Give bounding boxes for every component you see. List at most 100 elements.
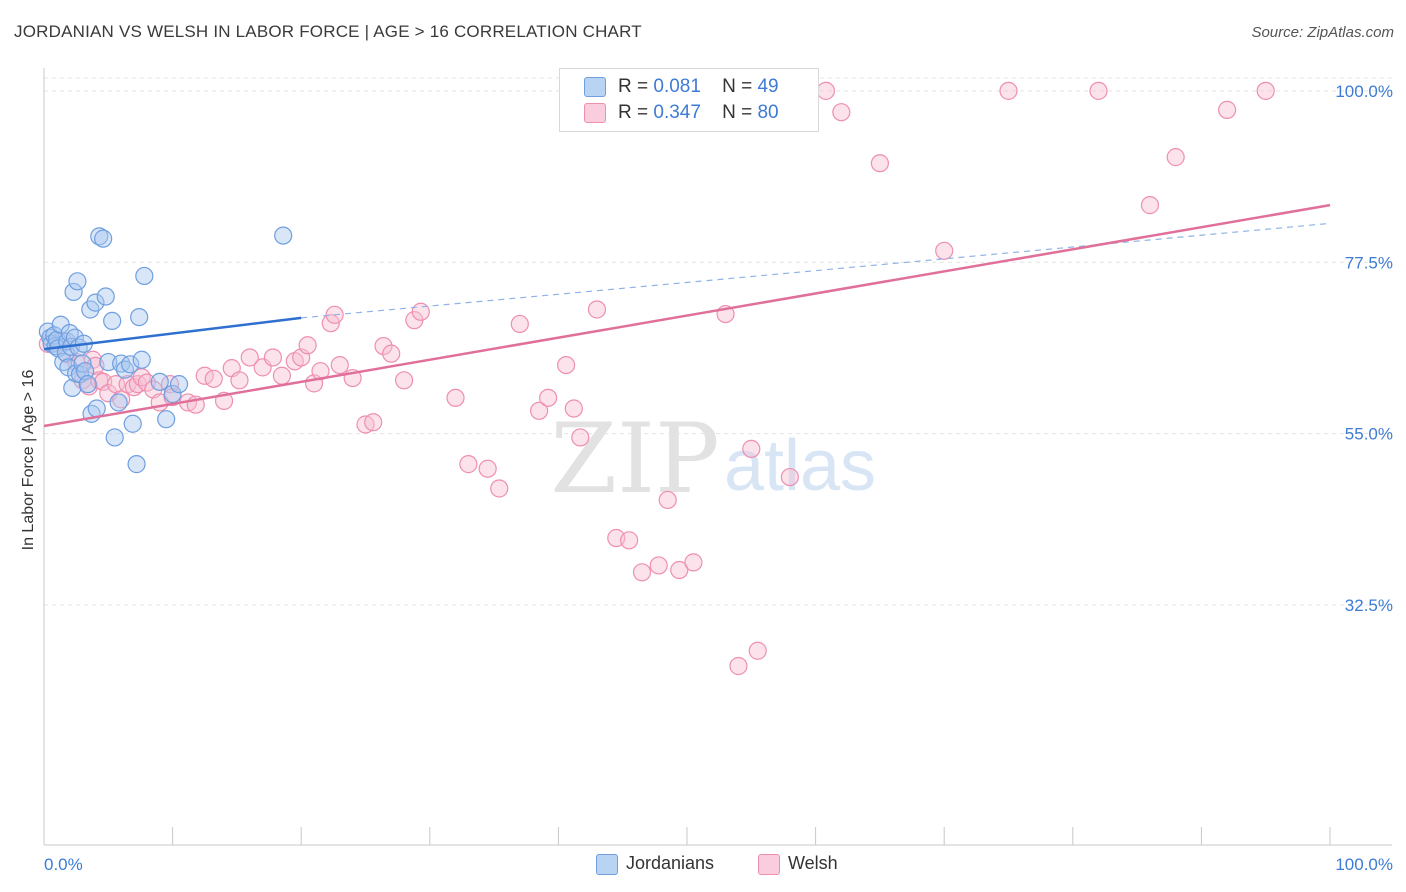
data-point: [459, 455, 478, 474]
data-point: [78, 375, 97, 394]
data-point: [127, 455, 146, 474]
data-point: [539, 388, 558, 407]
data-point: [571, 428, 590, 447]
data-point: [64, 282, 83, 302]
data-point: [157, 410, 176, 429]
r-value: 0.081: [653, 76, 701, 97]
data-point: [70, 365, 90, 384]
jordanians-swatch: [596, 854, 618, 875]
data-point: [816, 81, 835, 100]
data-point: [620, 531, 639, 550]
legend-welsh-stats: R = 0.347 N = 80: [618, 102, 779, 124]
data-point: [587, 300, 607, 319]
data-point: [530, 401, 549, 420]
watermark-atlas: atlas: [724, 426, 876, 506]
welsh-points: [38, 81, 1275, 676]
data-point: [382, 344, 401, 363]
stats-legend: R = 0.081 N = 49 R = 0.347 N = 80: [559, 68, 819, 132]
data-point: [1166, 148, 1185, 167]
data-point: [446, 388, 465, 407]
data-point: [86, 293, 105, 312]
watermark-zip: ZIP: [550, 403, 719, 515]
y-tick-label: 55.0%: [1345, 425, 1393, 444]
bottom-legend-label: Jordanians: [626, 853, 715, 873]
r-value: 0.347: [653, 102, 701, 123]
data-point: [87, 399, 106, 418]
data-point: [684, 553, 703, 572]
data-point: [96, 287, 115, 306]
data-point: [670, 560, 689, 580]
data-point: [115, 360, 135, 379]
data-point: [163, 384, 182, 404]
x-tick-label: 0.0%: [44, 855, 83, 874]
data-point: [132, 350, 151, 369]
jordanians-trend-dashed: [301, 222, 1331, 319]
data-point: [298, 336, 317, 355]
data-point: [135, 266, 154, 286]
data-point: [109, 393, 128, 412]
y-tick-label: 100.0%: [1335, 82, 1393, 101]
y-tick-label: 77.5%: [1345, 253, 1393, 272]
r-label: R =: [618, 102, 649, 123]
data-point: [130, 307, 149, 327]
chart-title: JORDANIAN VS WELSH IN LABOR FORCE | AGE …: [14, 22, 642, 41]
jordanians-points: [38, 226, 293, 474]
data-point: [1089, 81, 1108, 100]
x-tick-label: 100.0%: [1335, 855, 1393, 874]
data-point: [490, 479, 509, 498]
data-point: [204, 369, 223, 388]
source-label: Source: ZipAtlas.com: [1251, 24, 1394, 41]
bottom-legend-label: Welsh: [788, 853, 838, 873]
data-point: [263, 348, 283, 367]
data-point: [123, 414, 142, 433]
data-point: [63, 378, 82, 398]
y-tick-label: 32.5%: [1345, 596, 1393, 615]
n-value: 80: [757, 102, 779, 123]
data-point: [478, 459, 497, 478]
welsh-trend-line: [43, 203, 1331, 428]
welsh-swatch: [758, 854, 780, 875]
data-point: [1218, 100, 1237, 119]
data-point: [564, 399, 583, 418]
data-point: [780, 467, 799, 487]
data-point: [748, 641, 767, 660]
data-point: [94, 229, 113, 248]
welsh-swatch: [584, 103, 606, 123]
data-point: [935, 241, 954, 260]
data-point: [105, 428, 124, 447]
data-point: [330, 355, 349, 375]
n-label: N =: [722, 102, 753, 123]
data-point: [137, 373, 156, 392]
data-point: [68, 272, 87, 291]
data-point: [364, 413, 383, 432]
data-point: [169, 375, 189, 394]
n-value: 49: [757, 76, 779, 97]
jordanians-swatch: [584, 77, 606, 97]
n-label: N =: [722, 76, 753, 97]
r-label: R =: [618, 76, 649, 97]
data-point: [658, 490, 677, 510]
data-point: [150, 372, 169, 391]
jordanians-trend-line: [43, 316, 302, 351]
data-point: [374, 336, 393, 356]
data-point: [632, 563, 652, 582]
data-point: [1256, 81, 1275, 100]
data-point: [112, 390, 131, 409]
data-point: [240, 348, 259, 367]
data-point: [999, 81, 1018, 100]
data-point: [510, 314, 529, 334]
data-point: [729, 656, 748, 676]
data-point: [649, 556, 668, 575]
data-point: [832, 103, 851, 122]
data-point: [103, 311, 122, 331]
data-point: [742, 439, 761, 458]
data-point: [1140, 196, 1160, 215]
data-point: [272, 366, 292, 385]
data-point: [394, 371, 414, 390]
data-point: [557, 355, 576, 375]
legend-jordanians-stats: R = 0.081 N = 49: [618, 76, 779, 98]
data-point: [230, 371, 249, 390]
data-point: [870, 154, 890, 173]
data-point: [274, 226, 293, 245]
